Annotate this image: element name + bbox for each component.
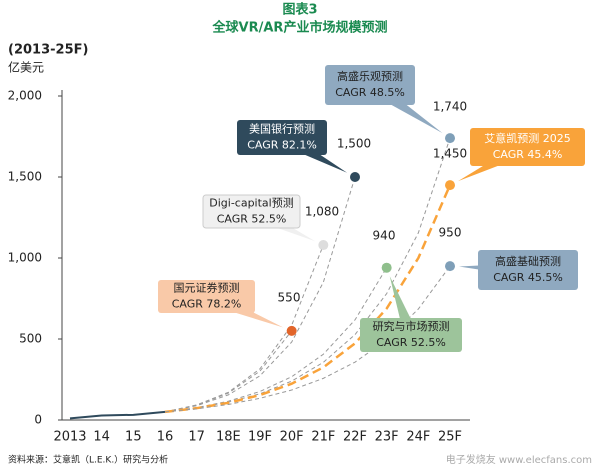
- callout-box: [360, 318, 462, 352]
- data-label: 950: [439, 226, 462, 240]
- x-tick-label: 19F: [248, 430, 272, 445]
- callout-note: CAGR 45.5%: [493, 271, 563, 284]
- y-tick-label: 500: [19, 332, 42, 346]
- source: 资料来源：艾意凯（L.E.K.）研究与分析: [8, 454, 168, 466]
- data-label: 1,080: [305, 205, 339, 219]
- callout-note: CAGR 45.4%: [493, 148, 563, 161]
- chart-title: 图表3: [282, 2, 317, 18]
- end-point: [286, 325, 297, 336]
- y-tick-label: 2,000: [8, 89, 42, 103]
- data-label: 1,500: [337, 137, 371, 151]
- x-tick-label: 23F: [375, 430, 399, 445]
- callout-box: [237, 120, 327, 155]
- y-tick-label: 1,000: [8, 251, 42, 265]
- x-tick-label: 2013: [53, 430, 86, 445]
- callout-name: 高盛基础预测: [495, 254, 561, 268]
- x-tick-label: 18E: [216, 430, 241, 445]
- y-tick-label: 1,500: [8, 170, 42, 184]
- forecast-line: [164, 330, 293, 413]
- end-point: [445, 261, 455, 272]
- callout-box: [158, 280, 255, 313]
- history-line: [69, 410, 166, 420]
- x-tick-label: 20F: [280, 430, 304, 445]
- callout-note: CAGR 82.1%: [247, 139, 317, 152]
- callout-note: CAGR 52.5%: [217, 213, 287, 226]
- callout-note: CAGR 78.2%: [172, 298, 242, 311]
- forecast-line: [164, 244, 324, 413]
- x-tick-label: 24F: [406, 430, 430, 445]
- x-tick-label: 25F: [438, 430, 462, 445]
- callout-note: CAGR 52.5%: [376, 336, 446, 349]
- forecast-line: [164, 137, 451, 413]
- x-tick-label: 17: [188, 430, 205, 445]
- x-tick-label: 14: [93, 430, 110, 445]
- callout-box: [202, 194, 301, 229]
- callout-box: [470, 128, 585, 166]
- end-point: [318, 240, 329, 251]
- callout-name: 高盛乐观预测: [337, 69, 403, 83]
- forecast-line: [164, 184, 452, 414]
- unit-label: 亿美元: [8, 60, 44, 75]
- data-label: 1,740: [433, 100, 467, 114]
- x-tick-label: 22F: [343, 430, 367, 445]
- data-label: 550: [278, 291, 301, 305]
- end-point: [350, 172, 360, 182]
- watermark: 电子发烧友 www.elecfans.com: [446, 453, 592, 466]
- callout-name: Digi-capital预测: [209, 197, 293, 210]
- callout-name: 美国银行预测: [249, 122, 315, 136]
- x-tick-label: 15: [125, 430, 142, 445]
- y-tick-label: 0: [34, 413, 42, 427]
- chart-subtitle: 全球VR/AR产业市场规模预测: [212, 20, 388, 36]
- callout-name: 艾意凯预测 2025: [484, 131, 571, 145]
- end-point: [445, 180, 455, 191]
- x-tick-label: 16: [157, 430, 174, 445]
- period-label: (2013-25F): [8, 43, 88, 58]
- data-label: 1,450: [433, 147, 467, 161]
- callout-name: 国元证券预测: [174, 281, 240, 295]
- data-label: 940: [373, 229, 396, 243]
- end-point: [381, 262, 392, 273]
- end-point: [445, 133, 455, 144]
- callout-box: [325, 65, 415, 105]
- callout-name: 研究与市场预测: [373, 319, 450, 333]
- callout-box: [478, 250, 578, 290]
- x-tick-label: 21F: [311, 430, 335, 445]
- callout-note: CAGR 48.5%: [335, 86, 405, 99]
